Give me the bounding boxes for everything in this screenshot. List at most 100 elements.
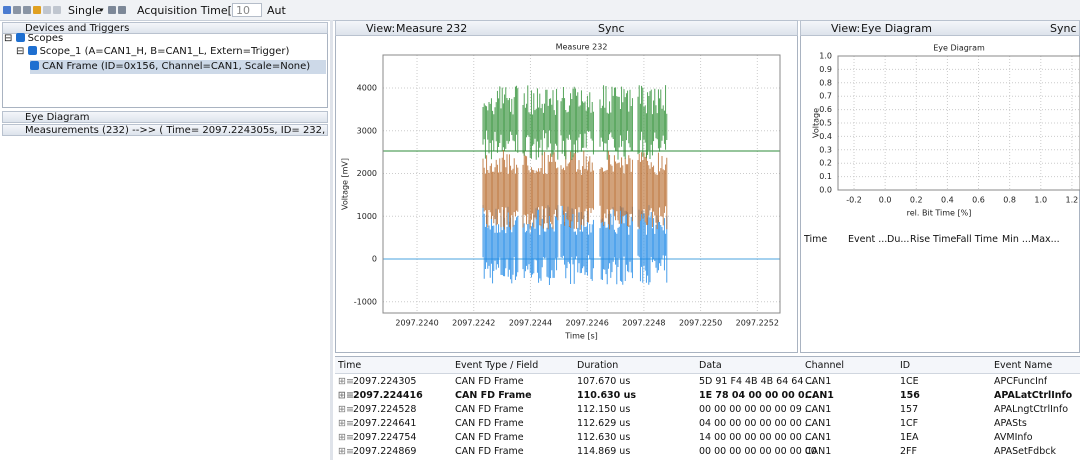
- sync-button[interactable]: Sync: [598, 22, 625, 35]
- table-cell: 2FF: [900, 446, 917, 457]
- table-cell: 5D 91 F4 4B 4B 64 64 ...: [699, 376, 815, 387]
- table-cell: 114.869 us: [577, 446, 630, 457]
- eye-bar[interactable]: Eye Diagram: [2, 111, 328, 123]
- event-table: Time Event Type / Field Duration Data Channe…: [335, 356, 1080, 461]
- icon[interactable]: [53, 6, 61, 14]
- table-cell: 04 00 00 00 00 00 00 ...: [699, 418, 814, 429]
- tree-item[interactable]: CAN Frame (ID=0x156, Channel=CAN1, Scale…: [30, 60, 326, 74]
- table-cell: 110.630 us: [577, 390, 636, 401]
- table-cell: 00 00 00 00 00 00 09 ...: [699, 404, 814, 415]
- view-select[interactable]: Measure 232: [396, 22, 467, 35]
- table-cell: 157: [900, 404, 918, 415]
- table-cell: 2097.224869: [353, 446, 416, 457]
- table-cell: 2097.224416: [353, 390, 423, 401]
- table-row[interactable]: ⊞≡2097.224416 CAN FD Frame 110.630 us 1E 78…: [335, 389, 1080, 403]
- table-cell: APALatCtrlInfo: [994, 390, 1072, 401]
- table-cell: 107.670 us: [577, 376, 630, 387]
- tree-item[interactable]: ⊟ Scope_1 (A=CAN1_H, B=CAN1_L, Extern=Tr…: [16, 46, 289, 57]
- icon[interactable]: [108, 6, 116, 14]
- view-label: View:: [831, 22, 860, 35]
- table-cell: 1EA: [900, 432, 919, 443]
- header-cell: Channel: [805, 360, 844, 371]
- table-cell: 2097.224528: [353, 404, 416, 415]
- table-cell: CAN1: [805, 376, 831, 387]
- view-select[interactable]: Eye Diagram: [861, 22, 932, 35]
- table-row[interactable]: ⊞≡2097.224754 CAN FD Frame 112.630 us 14 00…: [335, 431, 1080, 445]
- table-cell: 156: [900, 390, 920, 401]
- table-row[interactable]: ⊞≡2097.224641 CAN FD Frame 112.629 us 04 00…: [335, 417, 1080, 431]
- table-cell: 14 00 00 00 00 00 00 ...: [699, 432, 814, 443]
- header-cell: Event Name: [994, 360, 1052, 371]
- expander: ⊞≡: [338, 432, 354, 443]
- icon[interactable]: [118, 6, 126, 14]
- table-cell: 2097.224305: [353, 376, 416, 387]
- table-cell: 2097.224641: [353, 418, 416, 429]
- header-cell: Event Type / Field: [455, 360, 538, 371]
- icon[interactable]: [33, 6, 41, 14]
- column-header: Du...: [887, 234, 909, 245]
- measure-bar[interactable]: Measurements (232) -->> ( Time= 2097.224…: [2, 124, 328, 136]
- table-cell: 1E 78 04 00 00 00 0...: [699, 390, 815, 401]
- table-cell: CAN1: [805, 418, 831, 429]
- table-cell: CAN FD Frame: [455, 376, 524, 387]
- icon[interactable]: [43, 6, 51, 14]
- column-header: Rise Time: [910, 234, 956, 245]
- table-cell: AVMInfo: [994, 432, 1033, 443]
- table-cell: 1CE: [900, 376, 919, 387]
- table-cell: 112.629 us: [577, 418, 630, 429]
- table-cell: 00 00 00 00 00 00 00 00: [699, 446, 817, 457]
- expander: ⊞≡: [338, 446, 354, 457]
- toolbar: Single ▾ Acquisition Time[ms]: 10 Aut: [0, 0, 1080, 21]
- icon[interactable]: [3, 6, 11, 14]
- table-cell: CAN FD Frame: [455, 404, 524, 415]
- column-header: Event ...: [848, 234, 887, 245]
- table-cell: CAN FD Frame: [455, 418, 524, 429]
- table-cell: 112.630 us: [577, 432, 630, 443]
- table-row[interactable]: ⊞≡2097.224305 CAN FD Frame 107.670 us 5D 91…: [335, 375, 1080, 389]
- view-label: View:: [366, 22, 395, 35]
- table-cell: CAN1: [805, 446, 831, 457]
- table-cell: CAN1: [805, 390, 834, 401]
- header-cell: Data: [699, 360, 722, 371]
- table-cell: APALngtCtrlInfo: [994, 404, 1068, 415]
- tree-label: CAN Frame (ID=0x156, Channel=CAN1, Scale…: [42, 61, 310, 72]
- expander: ⊞≡: [338, 418, 354, 429]
- view-toolbar: View: Eye Diagram Sync: [800, 20, 1080, 36]
- header-cell: Duration: [577, 360, 618, 371]
- tree-item[interactable]: ⊟ Scopes: [4, 33, 63, 44]
- table-cell: APASetFdbck: [994, 446, 1056, 457]
- tree-label: Scopes: [28, 33, 64, 44]
- expander: ⊞≡: [338, 404, 354, 415]
- splitter[interactable]: [330, 20, 333, 460]
- mode-select[interactable]: Single: [68, 4, 102, 17]
- acq-input[interactable]: 10: [232, 3, 262, 17]
- tree-label: Scope_1 (A=CAN1_H, B=CAN1_L, Extern=Trig…: [40, 46, 290, 57]
- table-cell: CAN FD Frame: [455, 446, 524, 457]
- header-cell: ID: [900, 360, 910, 371]
- icon[interactable]: [23, 6, 31, 14]
- icon[interactable]: [13, 6, 21, 14]
- expander: ⊞≡: [338, 390, 354, 401]
- eye-panel: [800, 20, 1080, 353]
- table-row[interactable]: ⊞≡2097.224528 CAN FD Frame 112.150 us 00 00…: [335, 403, 1080, 417]
- table-cell: CAN FD Frame: [455, 390, 532, 401]
- column-header: Fall Time: [956, 234, 998, 245]
- table-row[interactable]: ⊞≡2097.224869 CAN FD Frame 114.869 us 00 00…: [335, 445, 1080, 459]
- table-cell: 112.150 us: [577, 404, 630, 415]
- table-cell: 2097.224754: [353, 432, 416, 443]
- eye-columns: TimeEvent ...Du...Rise TimeFall TimeMin …: [800, 233, 1080, 247]
- table-cell: APCFuncInf: [994, 376, 1047, 387]
- table-cell: APASts: [994, 418, 1027, 429]
- auto-select[interactable]: Aut: [267, 4, 286, 17]
- header-cell: Time: [338, 360, 361, 371]
- table-cell: CAN1: [805, 432, 831, 443]
- table-cell: CAN FD Frame: [455, 432, 524, 443]
- expander: ⊞≡: [338, 376, 354, 387]
- column-header: Min ...: [1002, 234, 1031, 245]
- table-cell: CAN1: [805, 404, 831, 415]
- table-cell: 1CF: [900, 418, 918, 429]
- sync-button[interactable]: Sync: [1050, 22, 1077, 35]
- measure-panel: [335, 20, 798, 353]
- column-header: Max...: [1031, 234, 1060, 245]
